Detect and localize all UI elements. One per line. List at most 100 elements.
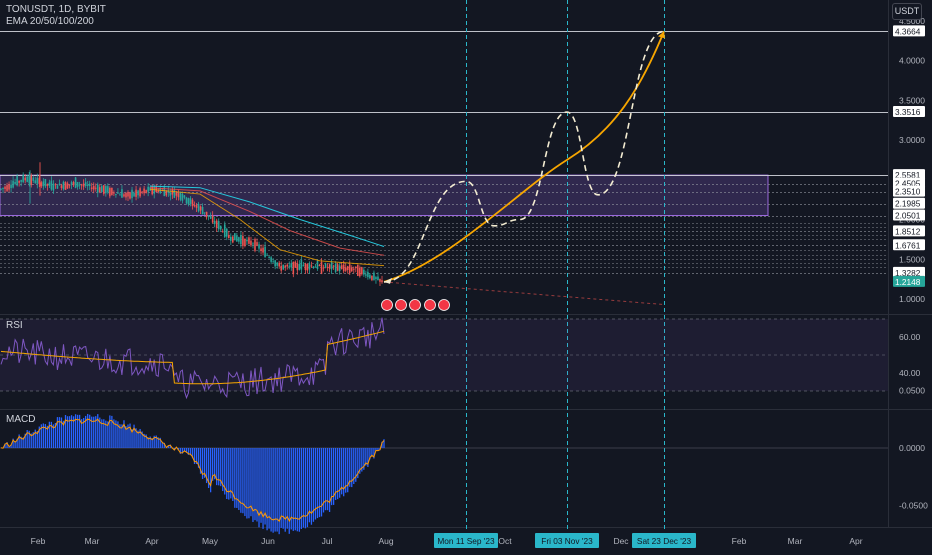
candle-body (6, 185, 8, 191)
candle-body (371, 275, 373, 281)
candle-body (139, 188, 141, 197)
currency-button[interactable]: USDT (892, 3, 922, 20)
candle-body (0, 188, 2, 190)
highlighted-date-bg (535, 533, 599, 548)
candle-body (381, 280, 383, 283)
candle-body (60, 185, 63, 188)
price-level-tag: 1.3282 (893, 266, 925, 278)
candle-body (135, 189, 137, 197)
price-level-tag: 2.1985 (893, 197, 925, 209)
time-tick-label: Jun (261, 536, 275, 546)
candle-body (147, 186, 149, 192)
candle-body (84, 182, 87, 186)
candle-body (92, 185, 95, 190)
candle-body (282, 264, 285, 270)
price-tick-label: 1.0000 (899, 294, 925, 304)
candle-body (213, 220, 216, 224)
candle-body (306, 264, 309, 271)
highlighted-date-tag: Fri 03 Nov '23 (535, 533, 599, 548)
candle-body (129, 192, 131, 199)
candle-body (111, 187, 113, 195)
candle-body (338, 265, 341, 272)
ema-100-line (149, 187, 385, 256)
candle-body (125, 192, 127, 198)
candle-body (131, 189, 133, 199)
time-tick-label: Feb (732, 536, 747, 546)
candle-body (96, 184, 99, 193)
candle-body (100, 186, 103, 192)
candle-body (363, 269, 365, 275)
candle-body (260, 248, 262, 251)
candle-body (258, 244, 260, 249)
candle-body (12, 180, 14, 188)
macd-label: MACD (6, 414, 36, 425)
candle-body (324, 263, 327, 268)
candle-body (103, 185, 105, 194)
current-price-tag-text: 1.2148 (895, 277, 921, 287)
candle-body (369, 274, 371, 279)
candle-body (298, 263, 301, 270)
ema-50-line (149, 188, 385, 267)
candle-body (357, 264, 359, 276)
price-level-tag-text: 1.3282 (895, 268, 921, 278)
candle-body (88, 183, 91, 187)
candle-body (22, 174, 24, 183)
candle-body (361, 267, 363, 275)
candle-body (375, 277, 377, 280)
candle-body (54, 184, 57, 186)
candle-body (322, 267, 325, 269)
candle-body (165, 190, 168, 196)
candle-body (82, 183, 85, 187)
candle-body (300, 260, 303, 270)
candle-body (113, 192, 115, 194)
price-level-tag-bg (893, 225, 925, 237)
candle-body (314, 266, 317, 268)
candle-body (328, 264, 331, 269)
macd-signal-line (0, 418, 385, 523)
candle-body (252, 243, 254, 245)
time-tick-label: May (202, 536, 219, 546)
candle-body (177, 193, 180, 198)
candle-body (340, 265, 343, 269)
candle-body (270, 257, 272, 262)
candle-body (365, 274, 367, 276)
candle-body (109, 187, 111, 197)
highlighted-date-bg (434, 533, 498, 548)
candle-body (70, 182, 73, 185)
event-icon (395, 299, 407, 311)
candle-body (352, 268, 355, 270)
highlighted-date-text: Sat 23 Dec '23 (637, 536, 692, 546)
candle-body (123, 194, 125, 197)
candle-body (330, 262, 333, 270)
candle-body (20, 179, 22, 182)
candle-body (221, 231, 224, 233)
candle-body (334, 263, 337, 273)
candle-body (302, 265, 305, 267)
candle-body (332, 265, 335, 267)
price-level-tag-bg (893, 106, 925, 118)
candle-body (246, 239, 248, 242)
candle-body (179, 192, 182, 200)
highlighted-date-tag: Sat 23 Dec '23 (632, 533, 696, 548)
candle-body (304, 263, 307, 271)
candle-body (199, 206, 202, 211)
candle-body (72, 181, 75, 186)
time-tick-label: Mar (85, 536, 100, 546)
price-level-tag-bg (893, 169, 925, 181)
candle-body (326, 266, 329, 268)
candle-body (80, 184, 83, 186)
candle-body (34, 180, 37, 184)
candle-body (215, 220, 218, 229)
candle-body (292, 261, 295, 275)
rsi-tick-label: 40.00 (899, 368, 921, 378)
rsi-ma-line (0, 330, 385, 385)
event-icon (409, 299, 421, 311)
price-level-tag-text: 2.4505 (895, 179, 921, 189)
candle-body (248, 237, 250, 244)
highlighted-date-text: Fri 03 Nov '23 (541, 536, 593, 546)
candle-body (244, 238, 246, 246)
candle-body (342, 264, 345, 272)
trend-line (383, 281, 665, 306)
